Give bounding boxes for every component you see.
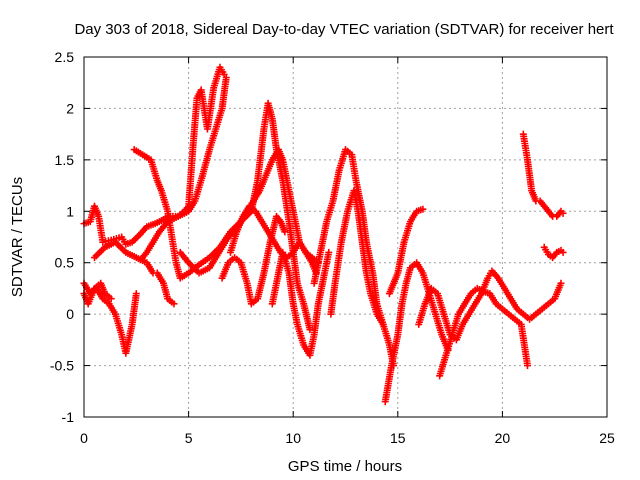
data-point-marker xyxy=(524,362,532,370)
y-tick-label: 1.5 xyxy=(55,152,75,168)
data-point-marker xyxy=(107,295,115,303)
y-tick-label: 2 xyxy=(66,100,74,116)
axis-ticks: -1 -0.5 0 0.5 1 1.5 2 2.5 0 5 10 15 20 25 xyxy=(50,49,615,446)
series-sat-l xyxy=(327,187,387,328)
data-point-marker xyxy=(379,320,387,328)
series-sat-n xyxy=(385,205,427,298)
y-tick-label: 0 xyxy=(66,306,74,322)
y-tick-label: -0.5 xyxy=(50,358,74,374)
series-sat-j xyxy=(268,248,333,359)
data-point-marker xyxy=(325,248,333,256)
data-point-marker xyxy=(419,205,427,213)
plot-frame xyxy=(83,56,608,418)
series-sat-d xyxy=(90,238,178,308)
series-sat-r xyxy=(540,243,567,262)
series-sat-f xyxy=(139,74,230,262)
data-point-marker xyxy=(170,300,178,308)
series-sat-i xyxy=(226,202,320,277)
series-sat-q xyxy=(519,130,567,220)
series-sat-k xyxy=(310,146,398,370)
x-axis-label: GPS time / hours xyxy=(288,458,402,475)
series-sat-b xyxy=(80,279,140,357)
data-point-marker xyxy=(557,279,565,287)
data-point-marker xyxy=(559,248,567,256)
x-tick-label: 5 xyxy=(185,430,193,446)
series-sat-e xyxy=(130,99,314,334)
x-tick-label: 0 xyxy=(80,430,88,446)
y-tick-label: 2.5 xyxy=(55,49,75,65)
x-tick-label: 25 xyxy=(599,430,615,446)
series-sat-p xyxy=(436,284,532,380)
y-tick-label: 0.5 xyxy=(55,255,75,271)
data-points xyxy=(80,63,567,406)
y-axis-label: SDTVAR / TECUs xyxy=(9,177,26,297)
data-point-marker xyxy=(222,74,230,82)
x-tick-label: 10 xyxy=(285,430,301,446)
data-point-marker xyxy=(132,290,140,298)
y-tick-label: 1 xyxy=(66,203,74,219)
data-point-marker xyxy=(281,228,289,236)
x-tick-label: 15 xyxy=(390,430,406,446)
data-point-marker xyxy=(559,209,567,217)
chart-title: Day 303 of 2018, Sidereal Day-to-day VTE… xyxy=(74,21,614,38)
y-tick-label: -1 xyxy=(62,409,75,425)
x-tick-label: 20 xyxy=(495,430,511,446)
